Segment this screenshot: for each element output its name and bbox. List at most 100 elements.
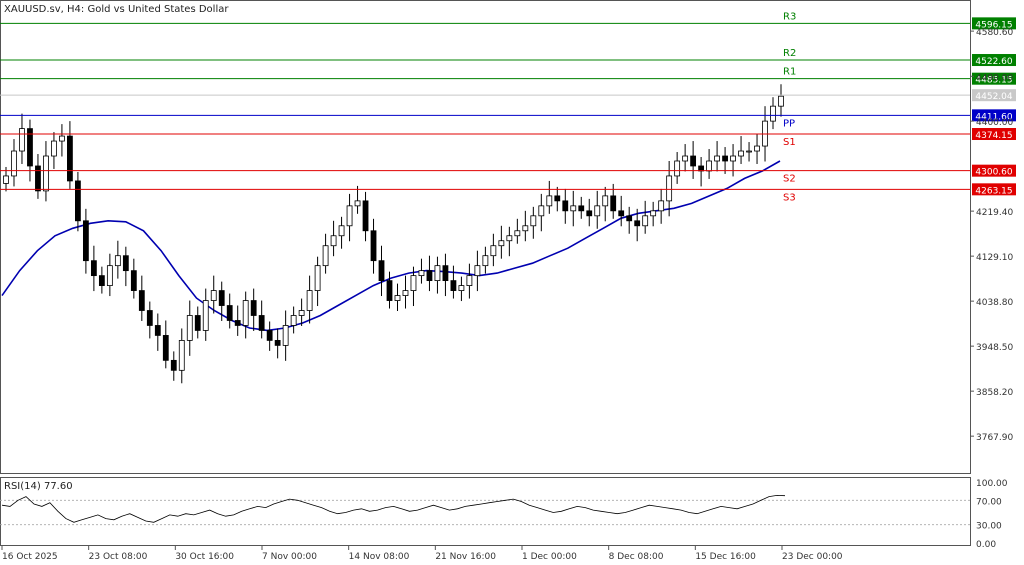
candle-body: [35, 165, 41, 192]
price-tick-label: 4219.40: [976, 208, 1013, 218]
candle-body: [506, 235, 513, 242]
candle-body: [650, 210, 657, 217]
candle-body: [114, 255, 121, 267]
price-tick-label: 3948.50: [976, 343, 1013, 353]
level-price-tag: [972, 54, 1016, 67]
candle-body: [562, 200, 569, 212]
price-tick-label: 4038.80: [976, 298, 1013, 308]
time-axis: 16 Oct 2025 23 Oct 08:00 30 Oct 16:00 7 Nov…: [1, 546, 843, 562]
candle-body: [418, 270, 425, 277]
candle-body: [186, 315, 193, 341]
candle-body: [690, 155, 697, 167]
candle-body: [338, 225, 345, 237]
candle-body: [642, 215, 649, 227]
candle-body: [682, 155, 689, 162]
candle-body: [634, 220, 641, 227]
level-price-label: 4485.15: [975, 76, 1012, 86]
level-name-s2: S2: [783, 174, 796, 185]
candle-body: [546, 195, 553, 207]
time-tick-label: 21 Nov 16:00: [435, 552, 496, 562]
candle-body: [90, 260, 97, 277]
rsi-tick-label: 0.00: [976, 540, 996, 550]
level-name-s1: S1: [783, 137, 796, 148]
candle-body: [322, 245, 329, 267]
candle-body: [666, 175, 673, 202]
price-tick-label: 4400.00: [976, 118, 1013, 128]
level-price-label: 4263.15: [975, 186, 1012, 196]
level-price-label: 4300.60: [975, 168, 1012, 178]
candle-body: [178, 340, 185, 371]
candle-body: [610, 195, 617, 212]
time-tick-label: 8 Dec 08:00: [609, 552, 664, 562]
level-price-tag: [972, 17, 1016, 30]
price-tick-label: 4490.00: [976, 73, 1013, 83]
price-axis: 4580.60 4490.00 4400.00 4219.40 4129.10 4038.…: [970, 28, 1013, 443]
candle-body: [67, 135, 73, 182]
level-name-r2: R2: [783, 48, 796, 59]
candle-body: [282, 325, 289, 346]
candle-body: [466, 275, 473, 286]
pivot-levels-layer: R3 4596.15 R2 4522.60 R1 4485.15 PP 4411.60 S1 43…: [0, 11, 1016, 203]
candle-body: [11, 150, 17, 177]
candle-body: [498, 240, 505, 247]
candle-body: [3, 175, 9, 184]
candle-body: [426, 270, 433, 282]
candle-body: [394, 295, 401, 301]
candle-body: [250, 300, 257, 316]
time-tick-label: 16 Oct 2025: [2, 552, 58, 562]
level-name-s3: S3: [783, 192, 796, 203]
candle-body: [570, 205, 577, 212]
candle-body: [106, 265, 113, 286]
candle-body: [138, 290, 145, 311]
main-panel-border: [0, 0, 971, 474]
time-tick-label: 15 Dec 16:00: [695, 552, 756, 562]
rsi-label: RSI(14) 77.60: [4, 481, 73, 492]
chart-title: XAUUSD.sv, H4: Gold vs United States Dol…: [4, 4, 229, 15]
level-name-r1: R1: [783, 67, 796, 78]
candle-body: [202, 300, 209, 331]
candle-body: [754, 145, 760, 152]
rsi-line: [1, 494, 786, 523]
level-price-tag: [972, 183, 1016, 196]
candle-body: [626, 215, 633, 222]
candle-body: [19, 128, 25, 152]
time-tick-label: 23 Oct 08:00: [89, 552, 148, 562]
candle-body: [362, 200, 369, 232]
candle-body: [274, 340, 281, 346]
rsi-tick-label: 70.00: [976, 497, 1002, 507]
level-price-label: 4374.15: [975, 131, 1012, 141]
candle-body: [442, 265, 449, 282]
level-name-r3: R3: [783, 11, 796, 22]
candle-body: [378, 260, 385, 282]
level-name-pp: PP: [783, 118, 795, 129]
candle-body: [714, 155, 720, 162]
candle-body: [210, 290, 217, 301]
time-tick-label: 1 Dec 00:00: [522, 552, 577, 562]
candle-body: [538, 205, 545, 217]
candle-body: [130, 270, 137, 291]
candle-body: [162, 335, 169, 361]
rsi-panel-border: [0, 477, 971, 546]
candle-body: [746, 150, 752, 153]
time-tick-label: 30 Oct 16:00: [175, 552, 234, 562]
candle-body: [59, 135, 65, 142]
candle-body: [530, 215, 537, 227]
candle-body: [722, 155, 728, 162]
time-tick-label: 23 Dec 00:00: [782, 552, 843, 562]
candle-body: [154, 325, 161, 336]
candle-body: [738, 150, 744, 157]
price-tick-label: 3858.20: [976, 388, 1013, 398]
level-price-tag: [972, 72, 1016, 85]
candle-body: [490, 245, 497, 257]
current-price-label: 4452.04: [975, 92, 1012, 102]
candle-body: [242, 300, 249, 326]
candles-layer: [3, 84, 784, 384]
candle-body: [674, 160, 681, 177]
candle-body: [43, 155, 49, 192]
candle-body: [290, 315, 297, 326]
candle-body: [370, 230, 377, 262]
candle-body: [146, 310, 153, 326]
candle-body: [474, 265, 481, 277]
candle-body: [218, 290, 225, 306]
candle-body: [306, 290, 313, 311]
